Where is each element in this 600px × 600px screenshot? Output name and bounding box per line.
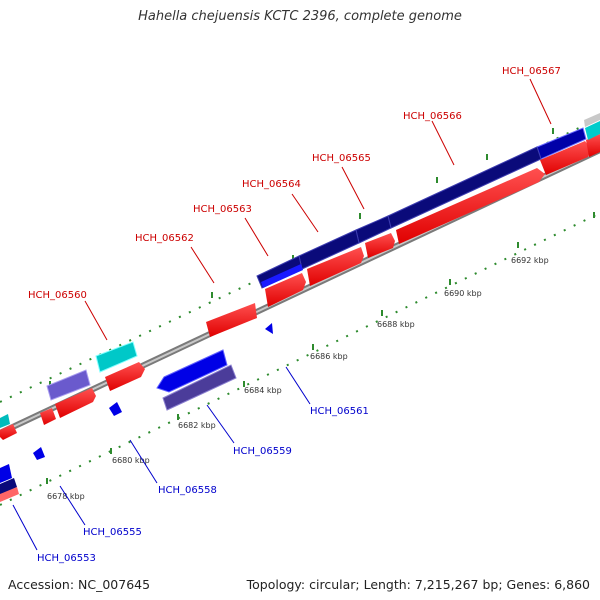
gene-block: [0, 478, 17, 495]
gene-hch-06563-sub: [261, 264, 303, 288]
gene-block: [40, 408, 56, 425]
gene-block: [396, 168, 545, 244]
gene-label-hch-06559[interactable]: HCH_06559: [233, 446, 292, 457]
gene-block: [0, 414, 10, 428]
gene-label-hch-06566[interactable]: HCH_06566: [403, 111, 462, 122]
gene-block: [307, 247, 364, 286]
gene-block: [586, 134, 600, 157]
gene-label-hch-06564[interactable]: HCH_06564: [242, 179, 301, 190]
gene-label-hch-06555[interactable]: HCH_06555: [83, 527, 142, 538]
ruler-label: 6680 kbp: [112, 456, 150, 465]
topology-text: Topology: circular; Length: 7,215,267 bp…: [246, 577, 590, 592]
ruler-label: 6690 kbp: [444, 289, 482, 298]
map-title: Hahella chejuensis KCTC 2396, complete g…: [138, 9, 462, 24]
gene-block: [0, 424, 17, 440]
ruler-label: 6688 kbp: [377, 320, 415, 329]
gene-label-hch-06565[interactable]: HCH_06565: [312, 153, 371, 164]
reverse-gene-features: [0, 323, 273, 502]
forward-leader-lines: [84, 78, 552, 341]
gene-label-hch-06561[interactable]: HCH_06561: [310, 406, 369, 417]
ruler-label: 6692 kbp: [511, 256, 549, 265]
gene-block: [540, 141, 591, 175]
gene-label-hch-06567[interactable]: HCH_06567: [502, 66, 561, 77]
dotted-guides: [0, 117, 600, 506]
ruler-label: 6684 kbp: [244, 386, 282, 395]
reverse-leader-lines: [12, 366, 311, 551]
gene-block: [0, 487, 19, 502]
gene-block: [265, 273, 306, 307]
gene-block: [585, 121, 600, 140]
accession-text: Accession: NC_007645: [8, 577, 151, 592]
gene-label-hch-06558[interactable]: HCH_06558: [158, 485, 217, 496]
gene-block: [584, 113, 600, 127]
ruler-label: 6682 kbp: [178, 421, 216, 430]
gene-block: [55, 388, 96, 418]
gene-block: [46, 369, 91, 401]
gene-block: [109, 402, 122, 416]
ruler-major-ticks: [46, 212, 595, 484]
gene-label-hch-06553[interactable]: HCH_06553: [37, 553, 96, 564]
gene-block: [265, 323, 273, 334]
gene-label-hch-06563[interactable]: HCH_06563: [193, 204, 252, 215]
gene-label-hch-06560[interactable]: HCH_06560: [28, 290, 87, 301]
gene-block: [33, 447, 45, 460]
ruler-label: 6686 kbp: [310, 352, 348, 361]
gene-block: [105, 362, 145, 391]
forward-gene-features: [0, 113, 600, 440]
gene-block: [206, 303, 257, 337]
gene-block: [162, 364, 237, 411]
gene-label-hch-06562[interactable]: HCH_06562: [135, 233, 194, 244]
gene-block: [0, 464, 12, 483]
ruler-label: 6678 kbp: [47, 492, 85, 501]
gene-block: [156, 349, 228, 393]
gene-block: [95, 341, 138, 373]
gene-block: [365, 233, 395, 258]
